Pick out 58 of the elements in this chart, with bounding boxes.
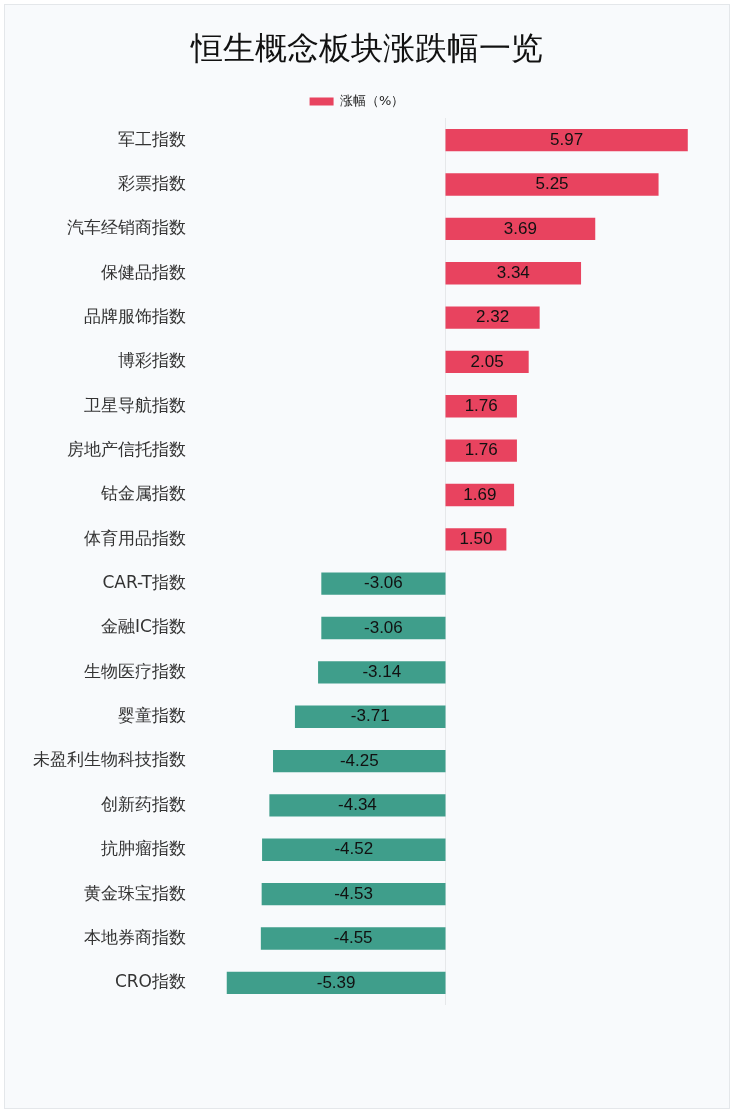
- bar: [226, 971, 446, 994]
- data-label: -3.06: [364, 617, 403, 637]
- bar: [445, 173, 659, 196]
- data-label: 2.32: [476, 307, 510, 327]
- bar: [445, 217, 596, 241]
- data-label: -3.14: [362, 662, 402, 682]
- bar: [273, 749, 446, 773]
- y-tick-label: 军工指数: [118, 128, 186, 149]
- data-label: 3.69: [503, 218, 537, 238]
- bar: [261, 882, 446, 906]
- data-label: 1.50: [459, 529, 493, 549]
- y-tick-label: CRO指数: [114, 971, 186, 992]
- bar: [294, 705, 446, 728]
- bar: [445, 306, 540, 329]
- data-label: 1.69: [463, 484, 497, 504]
- data-label: 2.05: [470, 351, 504, 371]
- data-label: -4.53: [334, 883, 373, 903]
- y-tick-label: 体育用品指数: [84, 527, 186, 548]
- y-tick-label: 婴童指数: [118, 705, 186, 726]
- data-label: -5.39: [316, 972, 356, 992]
- data-label: -4.52: [334, 839, 374, 859]
- data-label: 5.97: [550, 129, 584, 149]
- data-label: -4.25: [339, 750, 379, 770]
- legend-label: 涨幅（%）: [340, 92, 405, 108]
- y-tick-label: 彩票指数: [118, 172, 186, 193]
- bar: [445, 262, 582, 285]
- data-label: -3.06: [364, 573, 403, 593]
- y-tick-label: 汽车经销商指数: [67, 217, 186, 238]
- y-tick-label: 钴金属指数: [100, 483, 186, 504]
- data-label: -4.34: [338, 795, 377, 815]
- y-tick-label: CAR-T指数: [102, 572, 186, 593]
- data-label: 3.34: [496, 262, 530, 282]
- y-tick-label: 未盈利生物科技指数: [33, 749, 186, 770]
- data-label: 1.76: [464, 395, 498, 415]
- bar: [262, 838, 446, 861]
- y-tick-label: 保健品指数: [101, 261, 186, 282]
- bar: [321, 616, 446, 640]
- y-tick-label: 创新药指数: [101, 793, 186, 814]
- data-label: 1.76: [464, 440, 498, 460]
- bar: [445, 439, 517, 462]
- y-tick-label: 抗肿瘤指数: [101, 838, 186, 859]
- data-label: 5.25: [535, 174, 569, 194]
- y-tick-label: 生物医疗指数: [84, 660, 186, 681]
- y-tick-label: 金融IC指数: [101, 616, 186, 637]
- bar: [445, 129, 688, 152]
- chart-title: 恒生概念板块涨跌幅一览: [189, 28, 544, 69]
- data-label: -4.55: [333, 928, 373, 948]
- y-tick-label: 房地产信托指数: [67, 439, 186, 460]
- y-tick-label: 本地券商指数: [84, 926, 186, 947]
- bar: [260, 927, 446, 950]
- y-tick-label: 黄金珠宝指数: [84, 882, 186, 903]
- bar: [318, 661, 446, 684]
- y-tick-label: 卫星导航指数: [84, 394, 186, 415]
- bar: [321, 572, 446, 595]
- y-tick-label: 博彩指数: [118, 350, 186, 371]
- y-tick-label: 品牌服饰指数: [84, 306, 186, 326]
- data-label: -3.71: [350, 706, 390, 726]
- bar: [269, 794, 446, 817]
